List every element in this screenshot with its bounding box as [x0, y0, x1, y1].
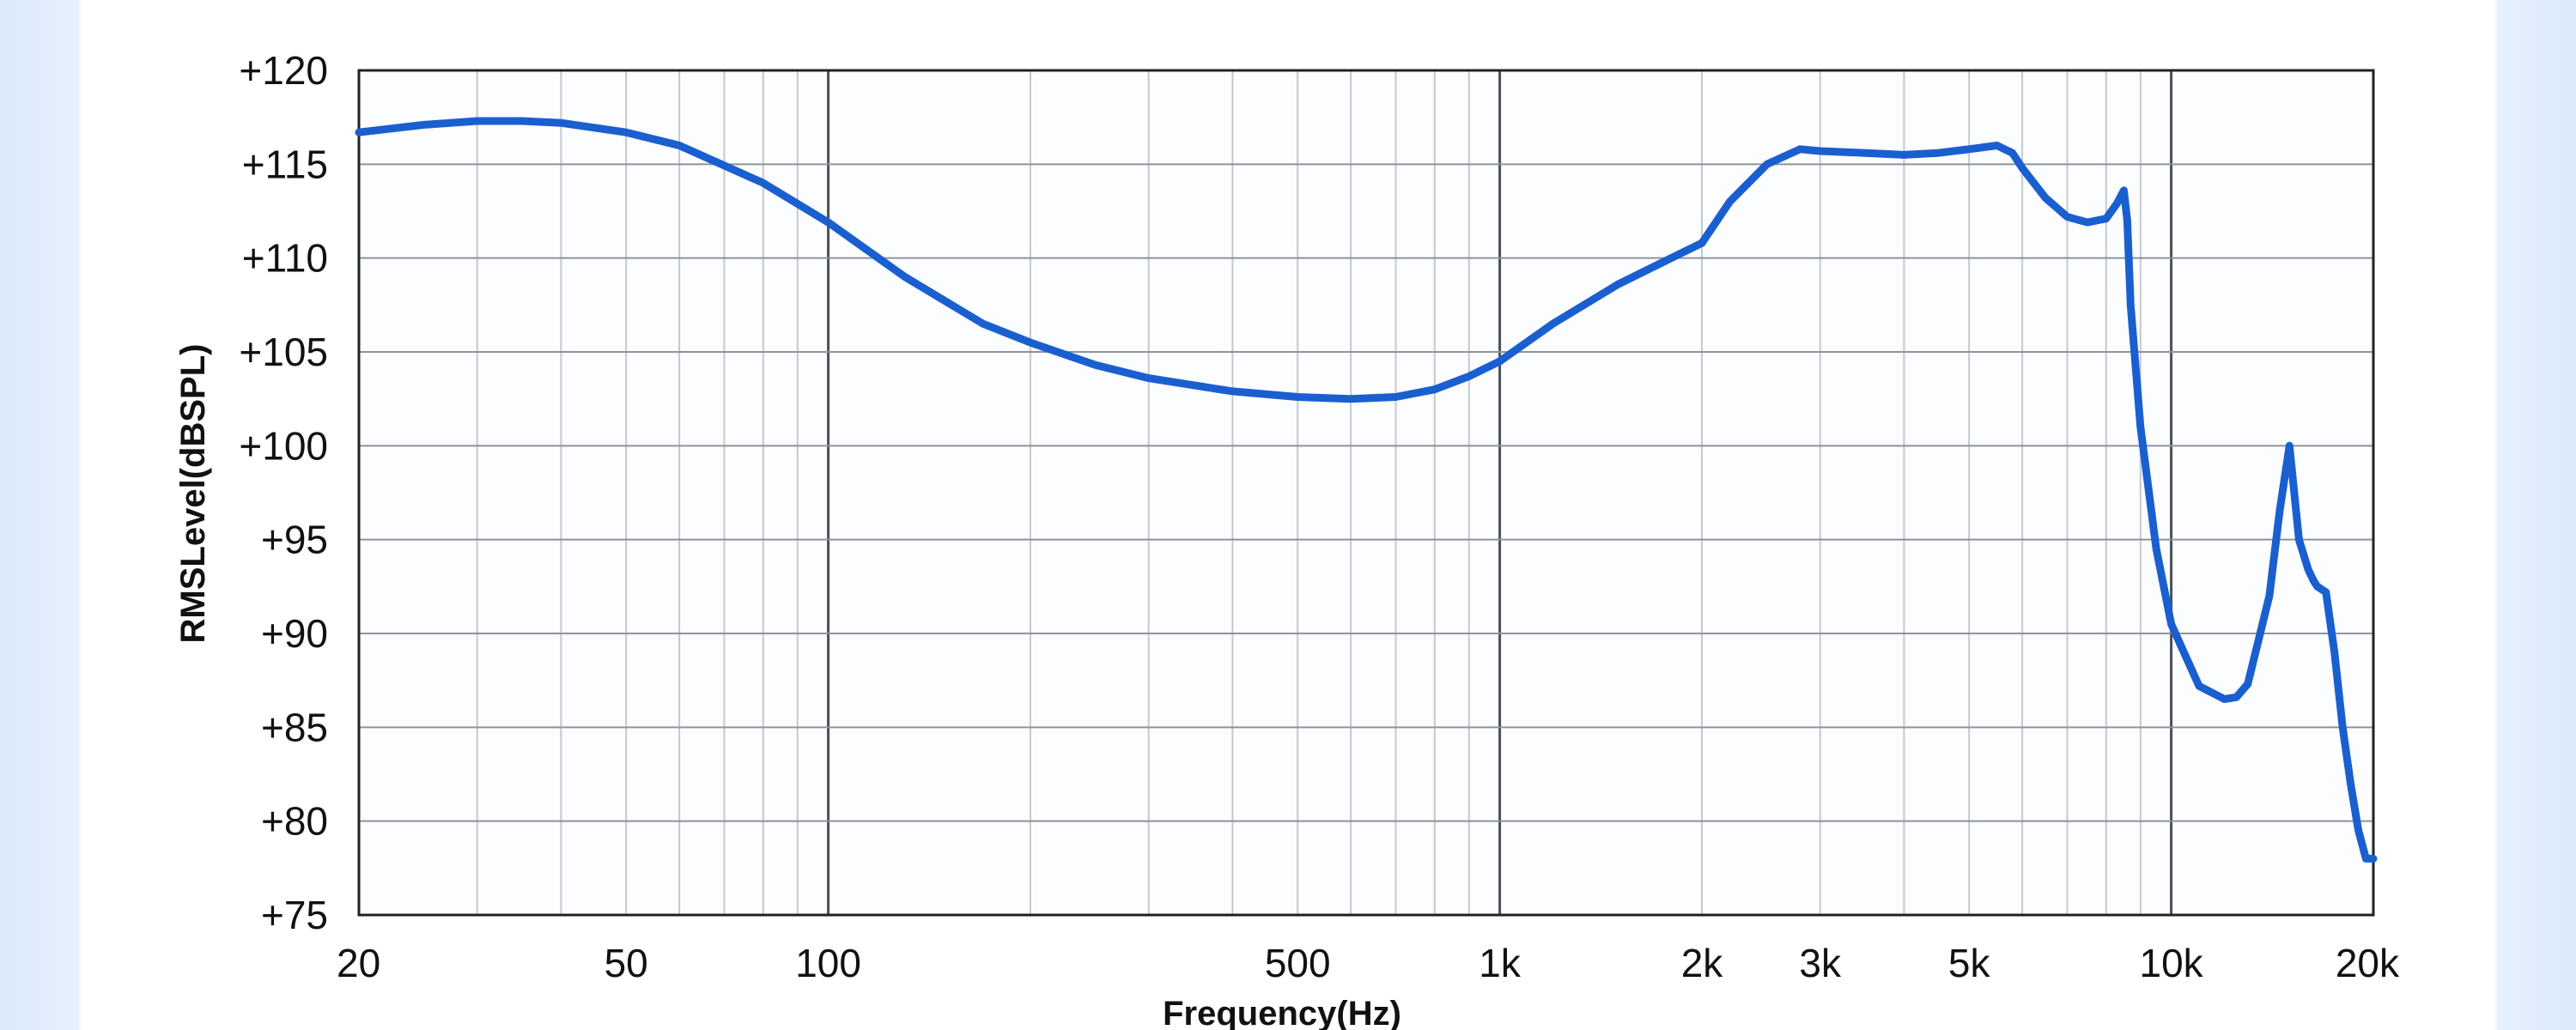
x-tick-label: 20k	[2336, 941, 2400, 985]
y-tick-label: +85	[261, 705, 328, 749]
y-tick-label: +90	[261, 611, 328, 656]
grid-layer	[359, 70, 2373, 915]
series-layer	[355, 117, 2378, 863]
y-tick-label: +100	[239, 423, 328, 468]
y-tick-label: +75	[261, 893, 328, 937]
x-tick-label: 10k	[2140, 941, 2204, 985]
x-tick-label: 100	[795, 941, 861, 985]
plot-area-background	[359, 70, 2373, 915]
y-tick-label: +115	[242, 142, 328, 186]
y-tick-label: +95	[261, 518, 328, 562]
x-tick-label: 5k	[1948, 941, 1991, 985]
y-tick-label: +110	[242, 236, 328, 281]
y-tick-label: +105	[239, 330, 328, 374]
x-tick-label: 50	[605, 941, 648, 985]
plot-area-frame	[357, 69, 2375, 917]
response-curve	[355, 117, 2378, 863]
y-tick-label: +120	[239, 48, 328, 93]
x-tick-label: 500	[1265, 941, 1331, 985]
x-tick-label: 3k	[1799, 941, 1842, 985]
x-axis-title: Frequency(Hz)	[1163, 995, 1401, 1030]
x-tick-label: 2k	[1681, 941, 1724, 985]
x-tick-label: 1k	[1479, 941, 1522, 985]
y-axis-title: RMSLevel(dBSPL)	[174, 344, 212, 644]
y-tick-label: +80	[261, 799, 328, 844]
x-tick-label: 20	[337, 941, 380, 985]
